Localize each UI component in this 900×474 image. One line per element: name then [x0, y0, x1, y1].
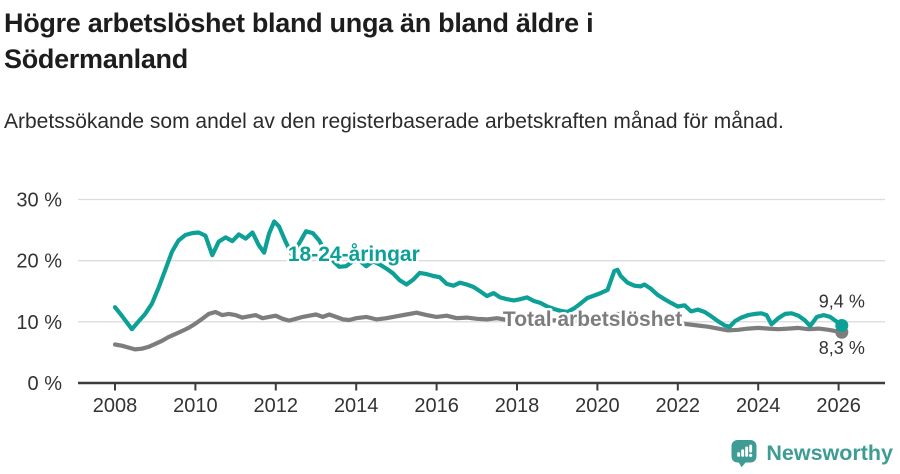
series-end-dot [835, 319, 849, 333]
line-chart: 0 % 10 % 20 % 30 % 2008 2010 2012 2014 2016 2018 2… [16, 189, 885, 417]
y-axis-tick-label: 20 % [16, 251, 62, 273]
x-axis-tick-label: 2010 [173, 395, 218, 417]
y-axis-tick-label: 30 % [16, 189, 62, 211]
end-value-label: 9,4 % [819, 292, 865, 312]
x-axis-tick-label: 2014 [334, 395, 379, 417]
newsworthy-icon [731, 440, 757, 468]
x-axis-tick-label: 2012 [254, 395, 299, 417]
x-axis-tick-label: 2016 [414, 395, 459, 417]
x-axis-tick-label: 2022 [656, 395, 701, 417]
series-label: Total arbetslöshet [503, 308, 682, 331]
x-axis-tick-label: 2008 [93, 395, 138, 417]
y-axis-tick-label: 10 % [16, 312, 62, 334]
x-axis-tick-label: 2018 [495, 395, 540, 417]
series-line [112, 309, 844, 352]
x-axis-tick-label: 2026 [816, 395, 861, 417]
page-title: Högre arbetslöshet bland unga än bland ä… [4, 8, 594, 74]
newsworthy-brand-text: Newsworthy [766, 441, 893, 465]
series-line [112, 219, 844, 332]
y-axis-tick-label: 0 % [28, 373, 63, 395]
end-value-label: 8,3 % [819, 338, 865, 358]
chart-subtitle: Arbetssökande som andel av den registerb… [4, 110, 784, 133]
series-label: 18-24-åringar [288, 243, 420, 266]
x-axis-tick-label: 2020 [575, 395, 620, 417]
newsworthy-logo: Newsworthy [730, 439, 893, 468]
x-axis-tick-label: 2024 [736, 395, 781, 417]
